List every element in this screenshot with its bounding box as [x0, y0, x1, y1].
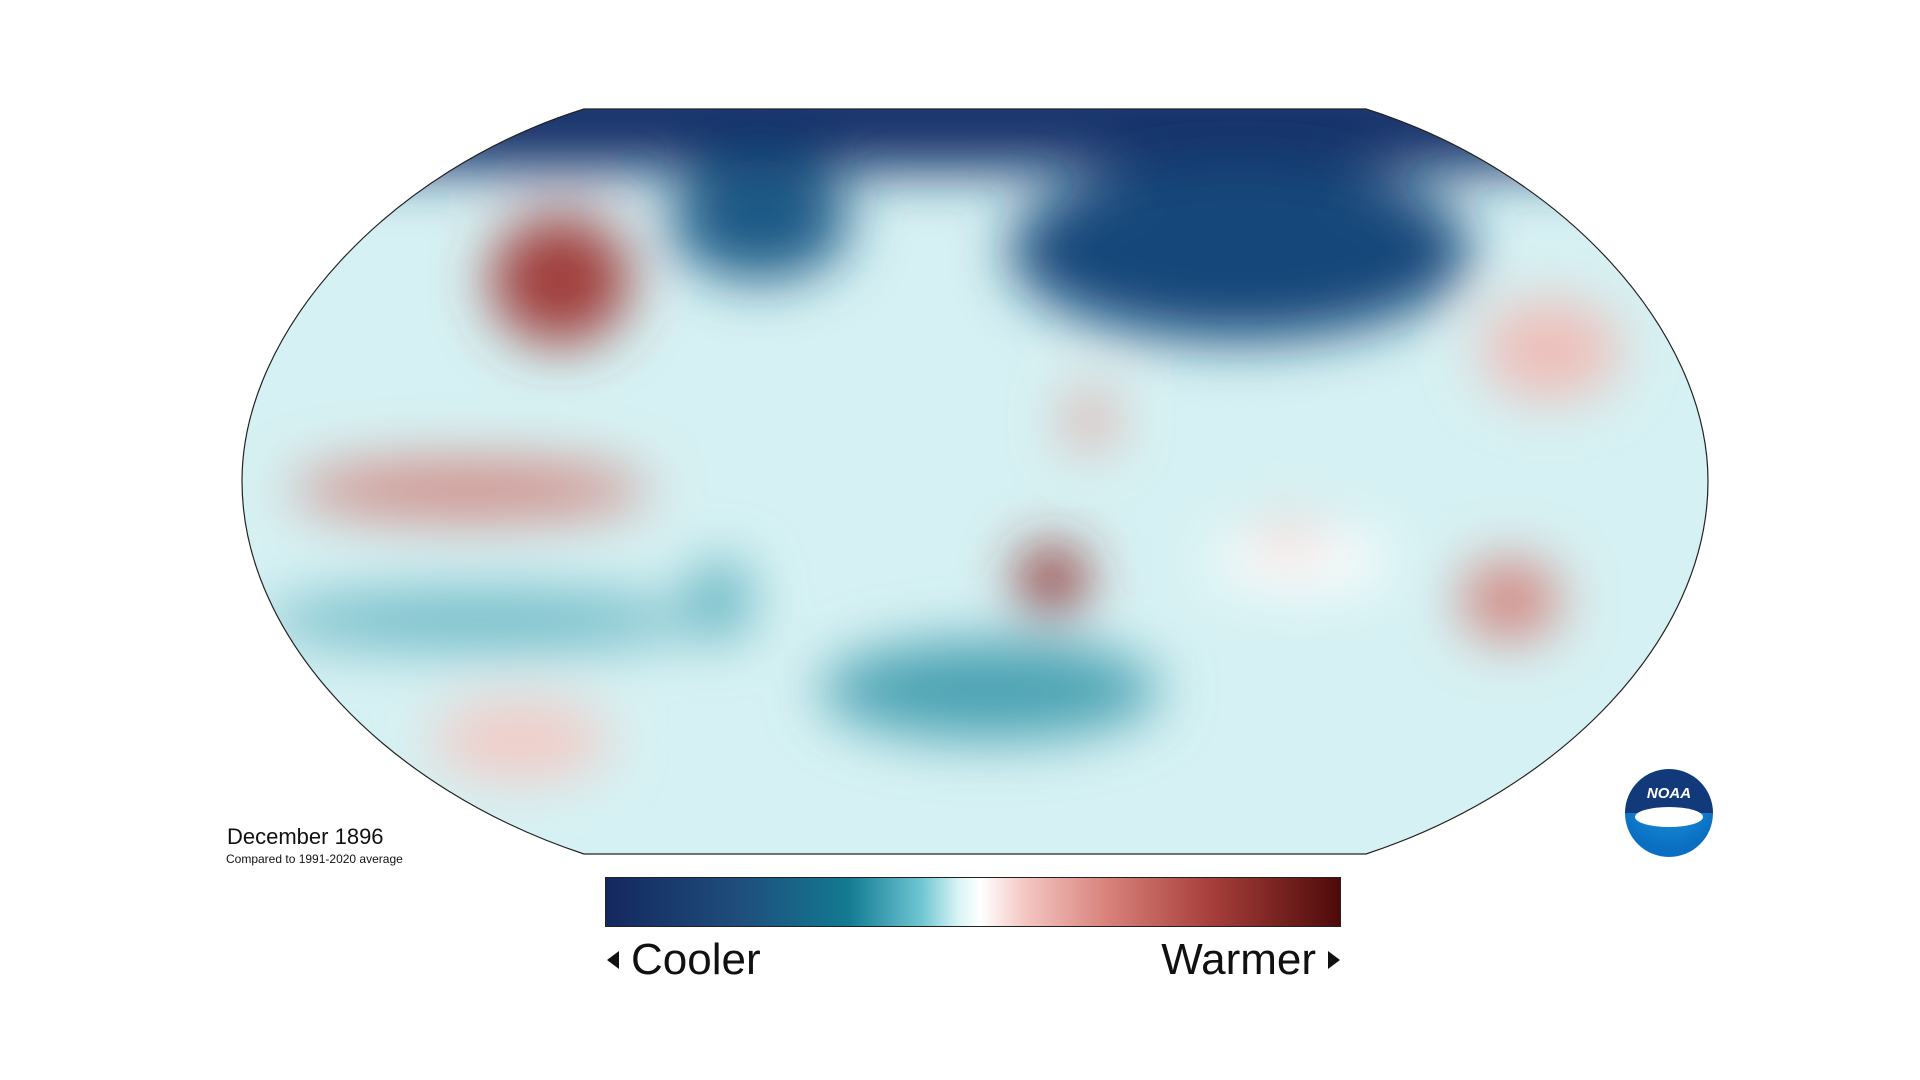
map-title: December 1896 — [227, 824, 384, 849]
legend-high-label: Warmer — [1161, 935, 1316, 984]
arrow-left — [607, 951, 619, 969]
legend-low: Cooler — [607, 935, 761, 985]
legend-low-label: Cooler — [631, 935, 761, 984]
logo: NOAA — [1625, 769, 1713, 857]
map-subtitle: Compared to 1991-2020 average — [226, 852, 403, 866]
logo-text: NOAA — [1646, 785, 1692, 802]
map-outline — [241, 108, 1709, 855]
legend-high: Warmer — [1161, 935, 1340, 985]
arrow-right — [1328, 951, 1340, 969]
anomaly-field — [242, 109, 1708, 854]
logo-wing — [1635, 807, 1703, 827]
color-bar — [605, 877, 1341, 927]
